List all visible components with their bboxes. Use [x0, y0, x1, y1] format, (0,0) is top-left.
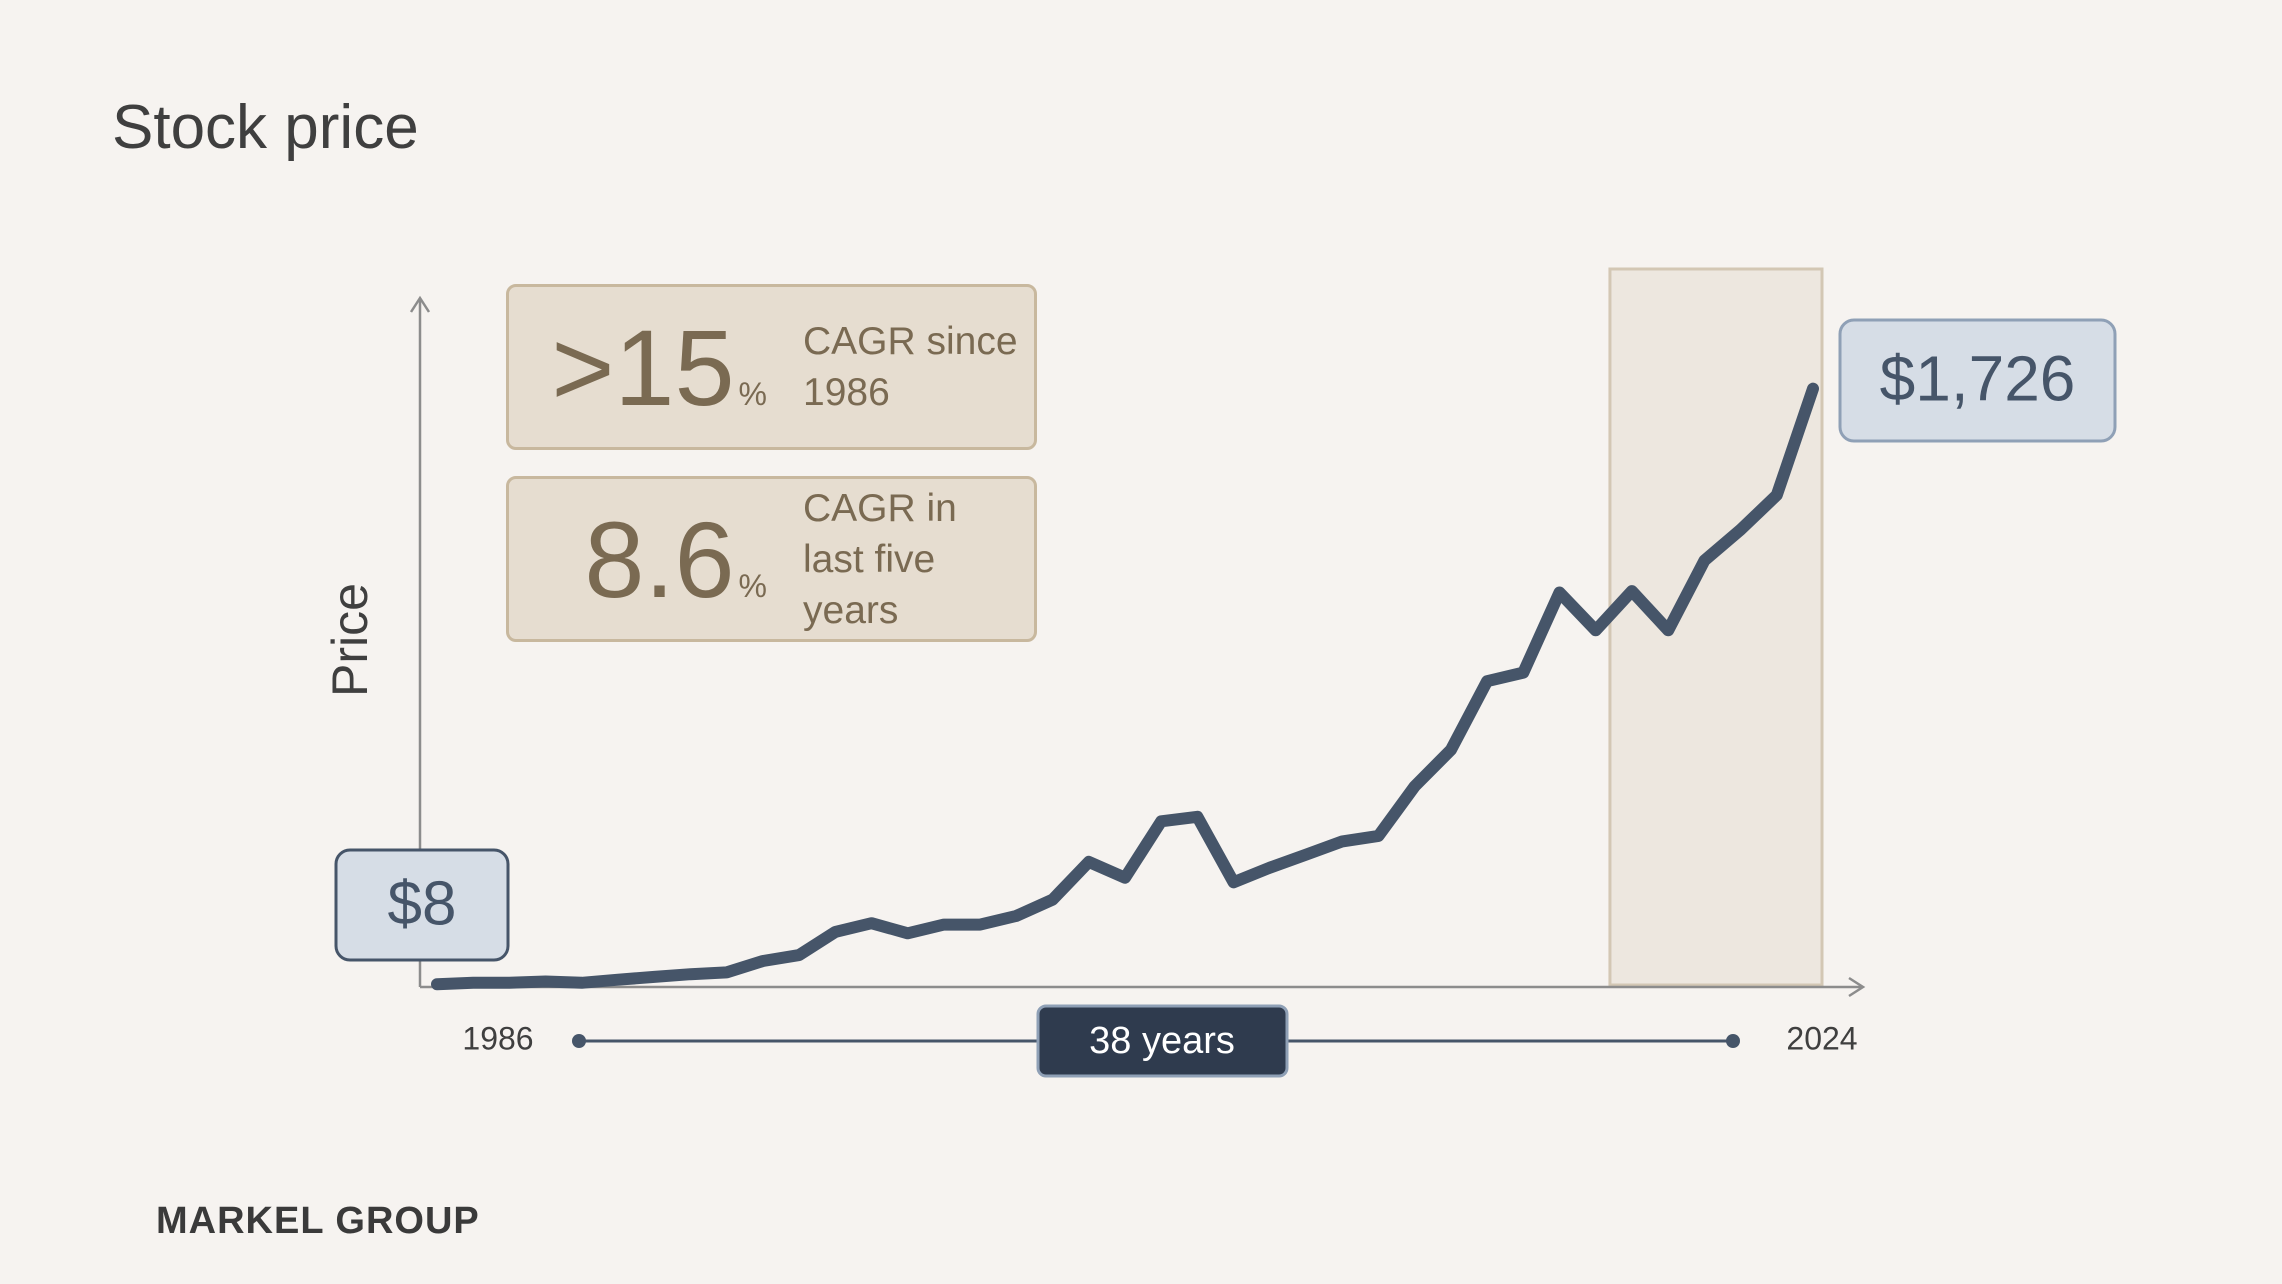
y-axis-arrow: [409, 295, 431, 313]
highlight-band: [1608, 267, 1824, 987]
stat-label: CAGR since 1986: [803, 320, 1018, 414]
stat-value: 8.6: [584, 498, 735, 620]
y-axis-label: Price: [322, 583, 378, 697]
x-axis-arrow: [1848, 976, 1866, 998]
value-callout: [334, 848, 510, 962]
duration-label: 38 years: [1089, 1020, 1235, 1062]
value-label: $1,726: [1880, 342, 2076, 414]
timeline-dot: [1726, 1034, 1740, 1048]
price-line: [431, 382, 1819, 991]
page-title: Stock price: [112, 93, 419, 162]
stat-box: 8.6% CAGR in last five years: [506, 476, 1037, 642]
timeline-end-label: 2024: [1786, 1020, 1857, 1056]
value-label: $8: [388, 869, 457, 938]
timeline-dot: [572, 1034, 586, 1048]
value-callout: [1838, 318, 2117, 443]
stat-unit: %: [738, 375, 767, 412]
stat-figure: >15%: [509, 305, 767, 430]
duration-pill: [1036, 1004, 1289, 1078]
stat-unit: %: [738, 567, 767, 604]
stat-box: >15% CAGR since 1986: [506, 284, 1037, 450]
footer-logo: MARKEL GROUP: [156, 1200, 480, 1242]
stat-figure: 8.6%: [509, 497, 767, 622]
stat-value: >15: [551, 306, 735, 428]
stat-label: CAGR in last five years: [803, 486, 957, 632]
timeline-start-label: 1986: [462, 1020, 533, 1056]
